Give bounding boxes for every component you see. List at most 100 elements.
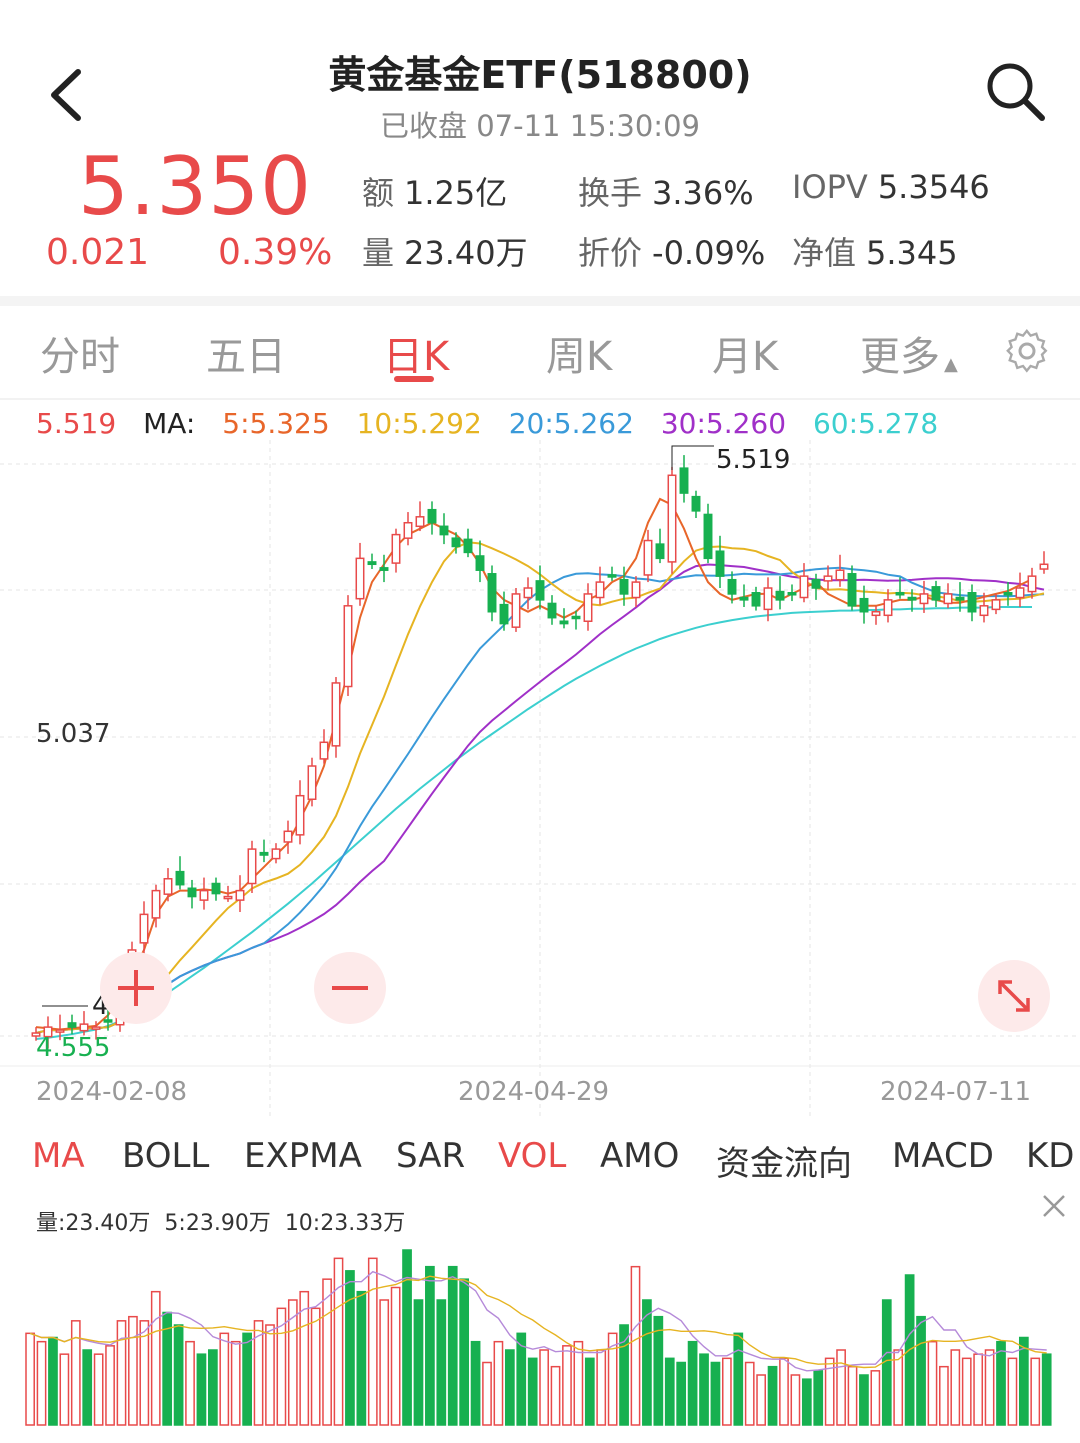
indicator-macd[interactable]: MACD [892,1136,994,1176]
tab-daily-k[interactable]: 日K [383,334,450,380]
ma10-value: 10:5.292 [356,407,482,440]
volume-bar [893,1349,904,1426]
volume-bar [1018,1336,1029,1426]
volume-bar [493,1340,504,1426]
candle-body [787,592,797,596]
close-volume-button[interactable] [1038,1190,1070,1222]
divider [0,296,1080,306]
last-price: 5.350 [78,140,313,233]
volume-ma10-line [29,1275,1047,1369]
volume-bar [779,1357,789,1426]
volume-bar [562,1345,572,1426]
candle-body [835,569,845,581]
tab-weekly-k[interactable]: 周K [546,334,613,380]
candle-body [283,830,293,843]
volume-bar [196,1353,207,1426]
price-change: 0.021 [46,232,150,273]
candle-body [883,599,893,617]
volume-bar [676,1361,687,1426]
search-icon [987,63,1045,121]
candle-body [799,575,809,599]
volume-bar [208,1349,218,1426]
indicator-sar[interactable]: SAR [396,1136,466,1176]
candle-body [199,889,209,901]
candle-body [487,573,497,613]
volume-bar [345,1270,355,1426]
volume-bar [939,1365,949,1426]
volume-bar [767,1365,778,1426]
volume-bar [607,1332,618,1426]
tab-five-day[interactable]: 五日 [206,334,286,380]
candle-body [187,887,197,898]
indicator-vol[interactable]: VOL [498,1136,567,1176]
volume-bar [287,1299,298,1426]
volume-bar [504,1349,515,1426]
candle-body [379,567,389,571]
volume-bar [299,1290,310,1426]
volume-bar [801,1378,812,1426]
volume-bar [436,1299,447,1426]
fullscreen-icon [998,980,1030,1012]
volume-bar [230,1340,241,1426]
volume-bar [584,1357,595,1426]
candle-body [391,533,401,564]
candle-body [859,597,869,613]
tab-monthly-k[interactable]: 月K [712,334,779,380]
candle-body [991,599,1001,611]
candle-body [955,596,965,601]
search-button[interactable] [982,58,1050,126]
zoom-out-button[interactable] [314,952,386,1024]
indicator-ma[interactable]: MA [32,1136,85,1176]
volume-bar [242,1332,252,1426]
volume-bar [653,1315,664,1426]
volume-bar [961,1357,972,1426]
candlestick-chart[interactable]: 5.0374.5554.5695.5192024-02-082024-04-29… [0,440,1080,1130]
fullscreen-button[interactable] [978,960,1050,1032]
volume-bar [550,1365,561,1426]
indicator-fund-flow[interactable]: 资金流向 [716,1144,852,1184]
tab-intraday[interactable]: 分时 [40,334,120,380]
tab-more[interactable]: 更多 ▲ [860,334,958,380]
volume-bar [664,1357,675,1426]
indicator-boll[interactable]: BOLL [122,1136,210,1176]
candle-body [1003,592,1013,596]
volume-bar [927,1340,938,1426]
volume-bar [687,1340,698,1426]
indicator-amo[interactable]: AMO [600,1136,680,1176]
candle-body [235,889,245,901]
settings-button[interactable] [1004,328,1050,374]
back-arrow-icon [51,69,81,121]
volume-ma5-line [29,1270,1047,1372]
back-button[interactable] [44,60,100,130]
stat-iopv: IOPV 5.3546 [792,168,990,206]
tabs-divider [0,398,1080,400]
volume-bar [790,1374,801,1426]
volume-bar [470,1340,481,1426]
period-tabs: 分时 五日 日K 周K 月K 更多 ▲ [0,306,1080,398]
candle-body [451,537,461,548]
candle-body [331,682,341,747]
volume-bar [744,1361,755,1426]
indicator-kd[interactable]: KD [1026,1136,1075,1176]
indicator-expma[interactable]: EXPMA [244,1136,362,1176]
candle-body [211,882,221,895]
candle-body [583,593,593,622]
zoom-in-icon [118,970,154,1006]
zoom-in-button[interactable] [100,952,172,1024]
candle-body [643,539,653,576]
volume-bar [390,1286,401,1426]
volume-chart [25,1249,1052,1426]
candle-body [367,561,377,566]
candle-body [979,605,989,617]
candle-body [703,513,713,560]
candle-body [847,573,857,607]
candle-body [403,521,413,539]
stat-discount: 折价 -0.09% [578,234,766,272]
volume-bar [116,1320,127,1426]
volume-bar [413,1299,424,1426]
volume-bar [265,1324,275,1426]
candle-body [547,602,557,619]
candle-body [559,620,569,625]
ma5-line [35,497,1033,1031]
ma-legend-label: MA: [143,407,196,440]
